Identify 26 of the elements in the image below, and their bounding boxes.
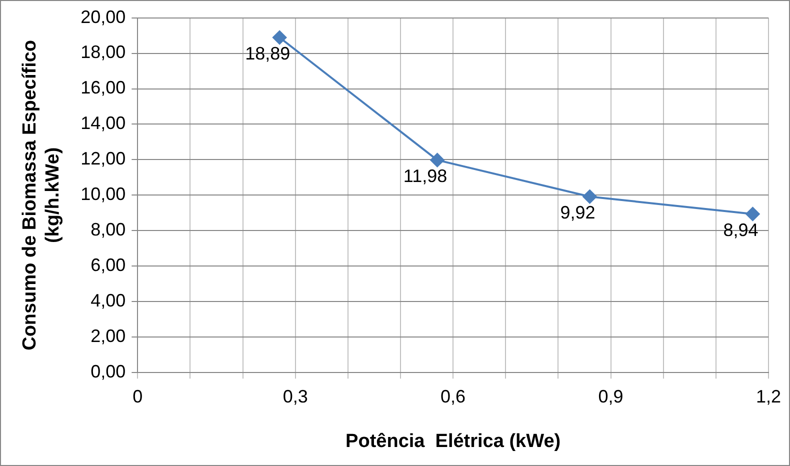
- x-tick-label: 1,2: [756, 386, 782, 406]
- y-tick-label: 14,00: [80, 113, 126, 134]
- x-tick-label: 0,9: [598, 386, 624, 406]
- data-label: 9,92: [560, 202, 596, 223]
- point: [430, 153, 444, 168]
- y-axis-title: Consumo de Biomassa Específico (kg/h.kWe): [20, 40, 64, 350]
- y-tick-label: 2,00: [90, 326, 126, 346]
- point: [746, 207, 760, 222]
- y-tick-label: 18,00: [80, 42, 126, 62]
- data-label: 18,89: [245, 43, 290, 64]
- y-tick-label: 4,00: [90, 290, 126, 311]
- point: [272, 30, 287, 44]
- x-tick-label: 0,6: [440, 386, 466, 406]
- y-tick-label: 8,00: [90, 220, 126, 240]
- y-tick-label: 10,00: [80, 184, 126, 204]
- x-tick-label: 0: [132, 386, 143, 406]
- y-tick-label: 0,00: [90, 362, 126, 382]
- x-axis-title: Potência Elétrica (kWe): [346, 430, 561, 452]
- y-tick-label: 16,00: [80, 78, 126, 98]
- data-label: 11,98: [403, 166, 448, 186]
- y-tick-label: 12,00: [80, 148, 126, 169]
- y-tick-label: 6,00: [90, 255, 126, 276]
- y-tick-label: 20,00: [80, 6, 126, 27]
- data-label: 8,94: [723, 220, 758, 240]
- point: [582, 190, 597, 204]
- x-tick-label: 0,3: [282, 386, 308, 406]
